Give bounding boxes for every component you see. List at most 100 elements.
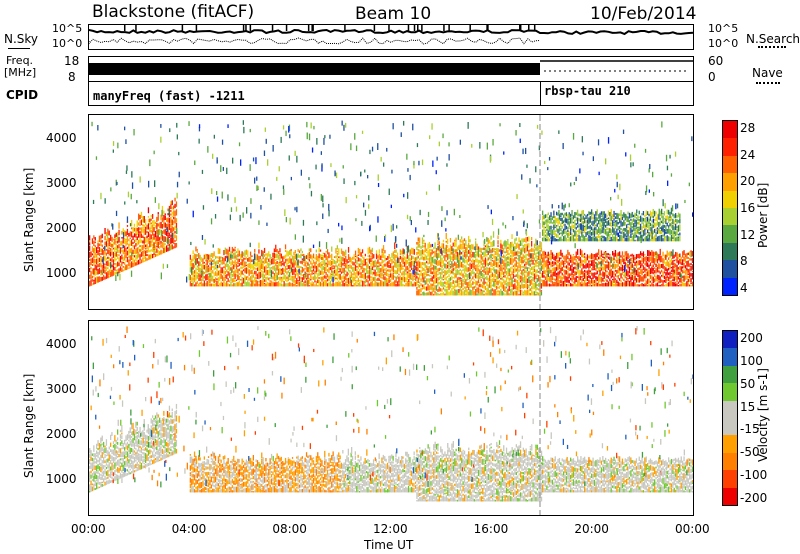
echo-cell — [675, 231, 677, 236]
echo-cell — [161, 234, 164, 241]
echo-cell — [168, 447, 171, 451]
echo-point — [675, 203, 677, 210]
echo-cell — [448, 283, 450, 290]
echo-cell — [496, 256, 498, 262]
echo-cell — [564, 223, 566, 231]
echo-cell — [476, 251, 478, 257]
echo-cell — [595, 216, 597, 223]
echo-cell — [191, 258, 193, 263]
echo-cell — [575, 226, 577, 230]
echo-cell — [433, 293, 435, 296]
echo-cell — [591, 232, 593, 236]
echo-cell — [359, 272, 361, 275]
echo-cell — [556, 275, 558, 281]
echo-cell — [603, 256, 605, 259]
echo-cell — [280, 283, 282, 287]
echo-cell — [531, 278, 533, 285]
echo-cell — [270, 280, 273, 287]
echo-cell — [465, 265, 467, 272]
echo-cell — [375, 264, 378, 270]
echo-point — [136, 200, 138, 204]
echo-cell — [126, 461, 129, 467]
echo-point — [255, 157, 257, 165]
echo-cell — [466, 244, 468, 247]
echo-point — [405, 239, 407, 247]
echo-cell — [419, 258, 421, 261]
echo-cell — [173, 436, 175, 441]
echo-cell — [97, 240, 99, 243]
echo-cell — [560, 257, 562, 260]
echo-cell — [491, 292, 494, 296]
echo-cell — [270, 267, 273, 269]
echo-cell — [136, 236, 138, 241]
echo-cell — [168, 428, 171, 435]
echo-point — [384, 236, 386, 242]
echo-cell — [549, 276, 551, 282]
echo-cell — [679, 277, 681, 283]
echo-cell — [140, 233, 143, 238]
echo-cell — [163, 426, 165, 433]
echo-point — [435, 170, 437, 175]
echo-point — [403, 193, 405, 198]
echo-cell — [568, 212, 570, 215]
echo-cell — [551, 216, 554, 220]
echo-cell — [368, 283, 371, 287]
echo-cell — [354, 264, 357, 271]
echo-cell — [623, 258, 625, 264]
echo-cell — [248, 257, 250, 262]
echo-cell — [100, 466, 102, 473]
echo-cell — [374, 280, 376, 287]
echo-point — [425, 191, 428, 195]
echo-point — [610, 256, 612, 264]
echo-point — [459, 249, 461, 255]
echo-cell — [202, 463, 204, 470]
echo-cell — [112, 441, 115, 445]
echo-cell — [147, 207, 150, 214]
echo-cell — [447, 264, 449, 269]
echo-cell — [171, 215, 173, 218]
echo-cell — [175, 435, 178, 438]
echo-cell — [203, 276, 205, 279]
echo-cell — [247, 281, 249, 287]
echo-cell — [673, 269, 675, 274]
echo-cell — [600, 283, 603, 287]
echo-point — [581, 234, 583, 238]
echo-cell — [402, 270, 404, 276]
echo-cell — [374, 276, 376, 281]
echo-cell — [484, 257, 487, 260]
echo-cell — [240, 279, 242, 281]
echo-cell — [658, 270, 660, 273]
echo-cell — [200, 462, 203, 467]
echo-cell — [366, 275, 368, 278]
echo-cell — [557, 276, 559, 282]
echo-cell — [196, 281, 198, 284]
echo-cell — [637, 273, 639, 277]
echo-point — [303, 256, 305, 261]
echo-cell — [241, 259, 243, 266]
echo-cell — [385, 282, 387, 287]
echo-cell — [156, 216, 158, 223]
echo-point — [412, 123, 414, 131]
echo-cell — [675, 213, 677, 218]
echo-point — [290, 176, 292, 181]
echo-cell — [238, 280, 240, 287]
echo-cell — [195, 254, 197, 260]
echo-cell — [408, 282, 410, 287]
echo-cell — [607, 253, 610, 256]
echo-cell — [146, 239, 148, 243]
echo-cell — [242, 257, 245, 262]
echo-cell — [402, 248, 404, 255]
echo-cell — [634, 227, 636, 232]
echo-cell — [423, 262, 425, 266]
echo-cell — [644, 279, 646, 281]
echo-cell — [96, 472, 98, 474]
echo-cell — [623, 265, 625, 269]
echo-cell — [603, 216, 605, 222]
echo-cell — [480, 266, 482, 270]
echo-cell — [124, 472, 126, 477]
echo-point — [640, 234, 642, 241]
echo-cell — [412, 247, 414, 255]
echo-cell — [161, 217, 164, 223]
echo-cell — [163, 454, 165, 460]
echo-cell — [280, 271, 282, 274]
